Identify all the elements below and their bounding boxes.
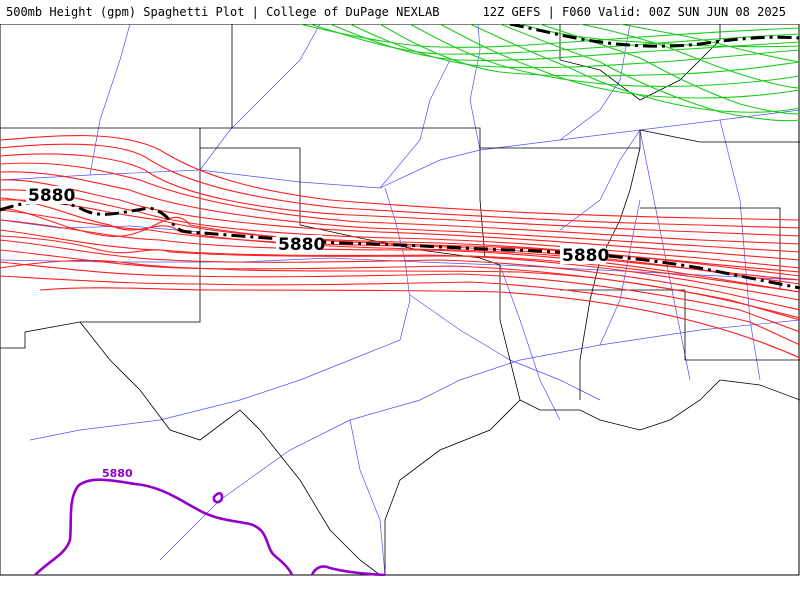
purple-contour-label: 5880 (102, 467, 133, 480)
label-backdrop (560, 246, 606, 264)
ensemble-mean-contours (0, 22, 800, 290)
contour-labels: 5880 5880 5880 5880 (26, 186, 609, 480)
model-valid-time: 12Z GEFS | F060 Valid: 00Z SUN JUN 08 20… (482, 5, 786, 19)
label-backdrop (26, 186, 72, 204)
map-border (0, 23, 800, 576)
mean-contour-label-central: 5880 (278, 235, 325, 255)
label-backdrop (276, 235, 322, 253)
mean-contour-label-west: 5880 (28, 186, 75, 206)
purple-5880-contour (34, 478, 386, 577)
header-bar: 500mb Height (gpm) Spaghetti Plot | Coll… (0, 0, 800, 24)
highway-layer (0, 23, 800, 576)
state-borders (0, 24, 800, 576)
mean-contour-label-east: 5880 (562, 246, 609, 266)
map-panel: 5880 5880 5880 5880 (0, 22, 800, 577)
plot-title: 500mb Height (gpm) Spaghetti Plot | Coll… (6, 5, 440, 19)
ensemble-green-members (299, 23, 800, 122)
